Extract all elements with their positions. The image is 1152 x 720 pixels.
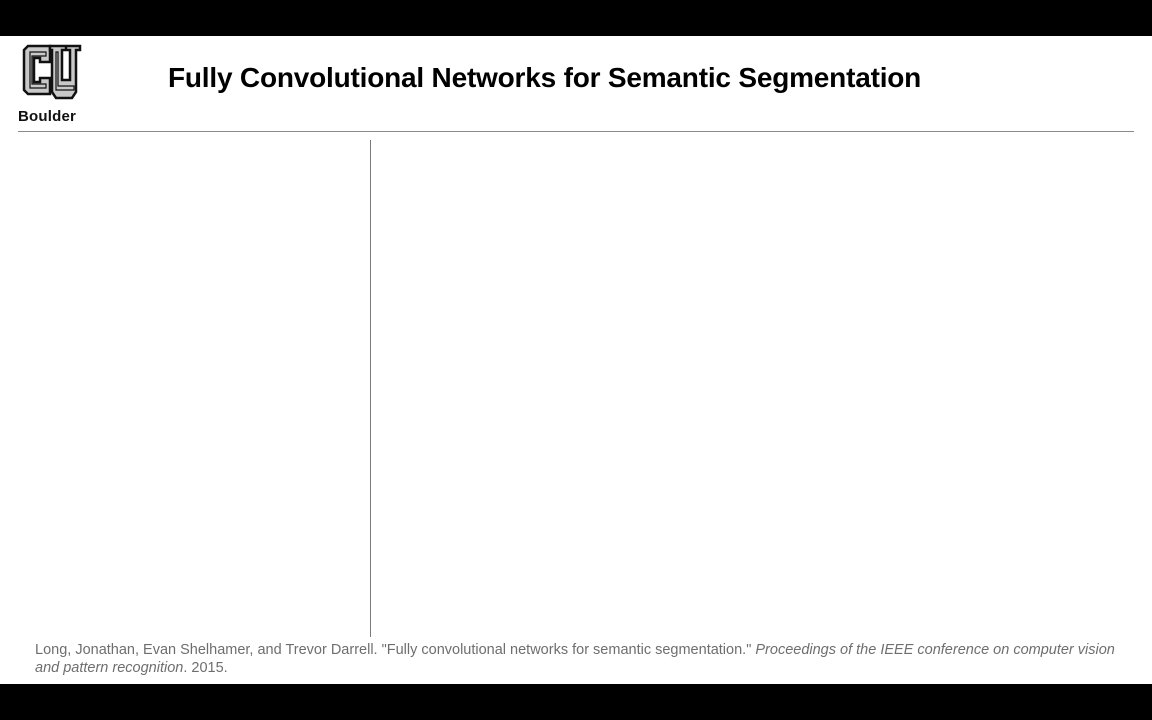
slide-title: Fully Convolutional Networks for Semanti… (168, 62, 922, 93)
citation-paper-title: "Fully convolutional networks for semant… (381, 642, 752, 658)
slide: Boulder Fully Convolutional Networks for… (0, 36, 1152, 684)
logo: Boulder (18, 42, 84, 125)
cu-boulder-logo-icon (22, 44, 82, 100)
citation-authors: Long, Jonathan, Evan Shelhamer, and Trev… (35, 642, 378, 658)
citation: Long, Jonathan, Evan Shelhamer, and Trev… (35, 641, 1125, 677)
citation-year: . 2015. (183, 660, 228, 676)
logo-text: Boulder (18, 108, 77, 125)
citation-venue: Proceedings of the IEEE conference on co… (35, 642, 1115, 676)
column-divider (370, 140, 371, 637)
header-divider (18, 131, 1134, 132)
right-content-panel (376, 140, 1134, 637)
left-content-panel (18, 140, 364, 637)
